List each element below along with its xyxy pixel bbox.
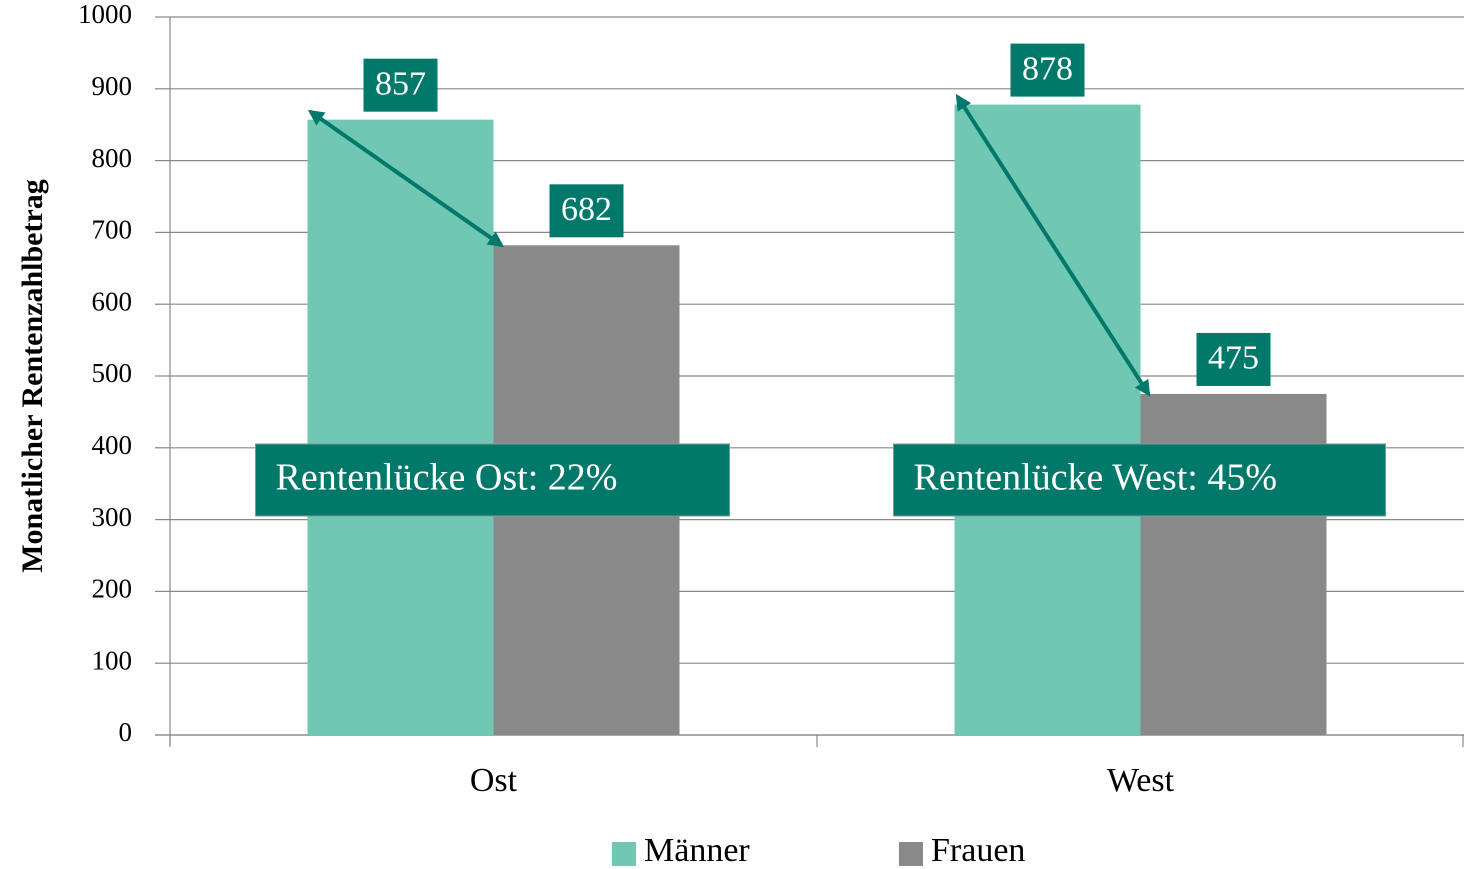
y-tick-label: 300 (92, 502, 133, 532)
y-tick-label: 500 (92, 358, 133, 388)
y-tick-label: 0 (119, 717, 133, 747)
legend-swatch (899, 842, 923, 866)
y-tick-label: 400 (92, 430, 133, 460)
y-axis-label: Monatlicher Rentenzahlbetrag (16, 179, 49, 573)
gap-arrow (955, 93, 1151, 397)
annotation-box (255, 443, 730, 517)
y-tick-label: 700 (92, 215, 133, 245)
value-label: 878 (1022, 50, 1073, 87)
value-label-box (363, 58, 438, 112)
value-label: 857 (375, 65, 426, 102)
y-tick-label: 900 (92, 71, 133, 101)
legend-swatch (612, 842, 636, 866)
y-tick-label: 800 (92, 143, 133, 173)
annotation: Rentenlücke Ost: 22% (276, 457, 618, 499)
y-tick-label: 600 (92, 286, 133, 316)
annotation-box (893, 443, 1386, 517)
y-tick-label: 200 (92, 574, 133, 604)
annotation: Rentenlücke West: 45% (914, 457, 1278, 499)
bar (954, 104, 1141, 735)
y-tick-label: 1000 (78, 0, 132, 29)
legend-label: Frauen (931, 832, 1025, 869)
value-label: 682 (561, 191, 612, 228)
value-label-box (1196, 332, 1271, 386)
gap-arrow (307, 109, 505, 248)
legend-label: Männer (644, 832, 750, 869)
value-label-box (1010, 43, 1085, 97)
x-tick-label: Ost (470, 762, 518, 799)
value-label: 475 (1208, 340, 1259, 377)
bar (307, 119, 494, 735)
value-label-box (549, 184, 624, 238)
y-tick-label: 100 (92, 645, 133, 675)
x-tick-label: West (1107, 762, 1175, 799)
